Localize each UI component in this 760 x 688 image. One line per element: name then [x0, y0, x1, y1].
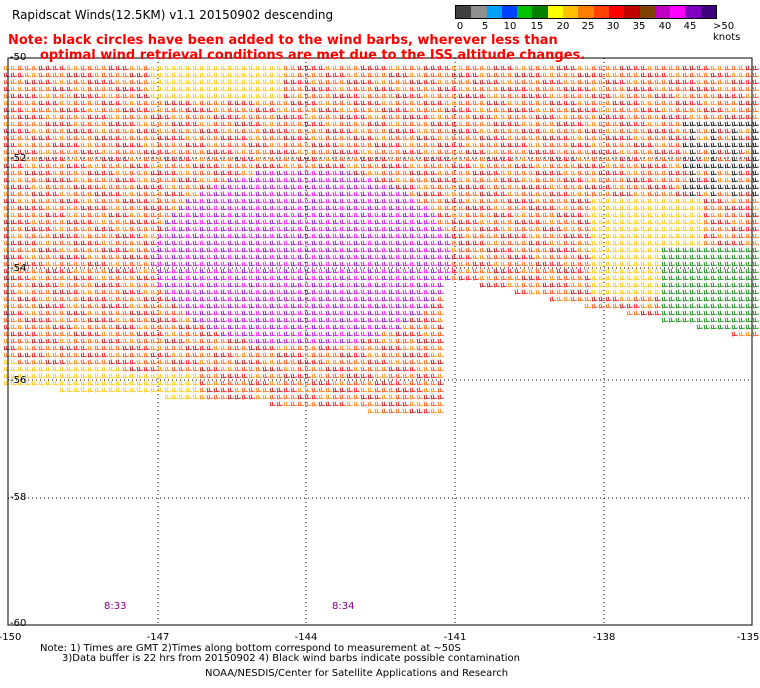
lat-label-60: -60	[10, 618, 27, 629]
legend-label: 15	[530, 21, 544, 32]
legend-swatch	[532, 6, 548, 18]
legend-label: >50 knots	[713, 21, 741, 43]
legend-swatch	[654, 6, 671, 18]
footnote-line-1: Note: 1) Times are GMT 2)Times along bot…	[40, 643, 461, 654]
legend-swatch	[563, 6, 579, 18]
lon-label-150: -150	[0, 632, 22, 643]
legend-color-bar	[455, 5, 717, 19]
lat-label-50: -50	[10, 52, 27, 63]
wind-barb-group	[3, 65, 760, 414]
lat-lon-grid	[8, 58, 752, 625]
lon-label-144: -144	[294, 632, 318, 643]
legend-label: 0	[456, 21, 464, 32]
map-title: Rapidscat Winds(12.5KM) v1.1 20150902 de…	[12, 8, 334, 22]
legend-label: 20	[556, 21, 570, 32]
wind-barb-group	[682, 121, 760, 197]
map-frame	[7, 57, 753, 626]
legend-label: 5	[481, 21, 489, 32]
legend-swatch	[471, 6, 487, 18]
legend-swatch	[501, 6, 518, 18]
wind-barb-group	[661, 247, 760, 330]
legend-swatch	[670, 6, 686, 18]
legend-label: 10	[503, 21, 517, 32]
legend-swatch	[639, 6, 655, 18]
wind-barb-group	[150, 170, 452, 344]
wind-speed-legend: 0 5 10 15 20 25 30 35 40 45 >50 knots	[455, 5, 755, 43]
lat-label-58: -58	[10, 492, 27, 503]
note-line-1: Note: black circles have been added to t…	[8, 33, 558, 48]
wind-barb-group	[150, 170, 452, 344]
wind-barb-group	[3, 65, 760, 414]
lon-label-141: -141	[443, 632, 467, 643]
footnote-line-2: 3)Data buffer is 22 hrs from 20150902 4)…	[62, 653, 520, 664]
legend-swatch	[486, 6, 502, 18]
legend-swatch	[624, 6, 640, 18]
lat-label-54: -54	[10, 263, 27, 274]
legend-label: 25	[581, 21, 595, 32]
lon-label-138: -138	[592, 632, 616, 643]
legend-swatch	[456, 6, 472, 18]
lon-label-147: -147	[146, 632, 170, 643]
legend-label: 30	[606, 21, 620, 32]
wind-barb-group	[150, 170, 452, 344]
wind-barb-group	[3, 65, 760, 414]
legend-label: 45	[683, 21, 697, 32]
legend-label: 35	[632, 21, 646, 32]
legend-swatch	[685, 6, 701, 18]
legend-labels: 0 5 10 15 20 25 30 35 40 45 >50 knots	[455, 19, 755, 43]
wind-barb-group	[3, 65, 760, 414]
lat-label-52: -52	[10, 153, 27, 164]
wind-barb-swath	[3, 65, 760, 414]
legend-label: 40	[658, 21, 672, 32]
lon-label-135: -135	[736, 632, 760, 643]
legend-swatch	[593, 6, 609, 18]
wind-barb-group	[3, 65, 704, 400]
legend-swatch	[578, 6, 594, 18]
legend-swatch	[700, 6, 717, 18]
wind-barb-group	[3, 65, 760, 414]
time-label-834: 8:34	[332, 601, 355, 612]
note-line-2: optimal wind retrieval conditions are me…	[40, 48, 586, 63]
lat-label-56: -56	[10, 375, 27, 386]
time-label-833: 8:33	[104, 601, 127, 612]
legend-swatch	[547, 6, 564, 18]
legend-swatch	[608, 6, 625, 18]
credit-line: NOAA/NESDIS/Center for Satellite Applica…	[205, 668, 509, 679]
legend-swatch	[517, 6, 533, 18]
